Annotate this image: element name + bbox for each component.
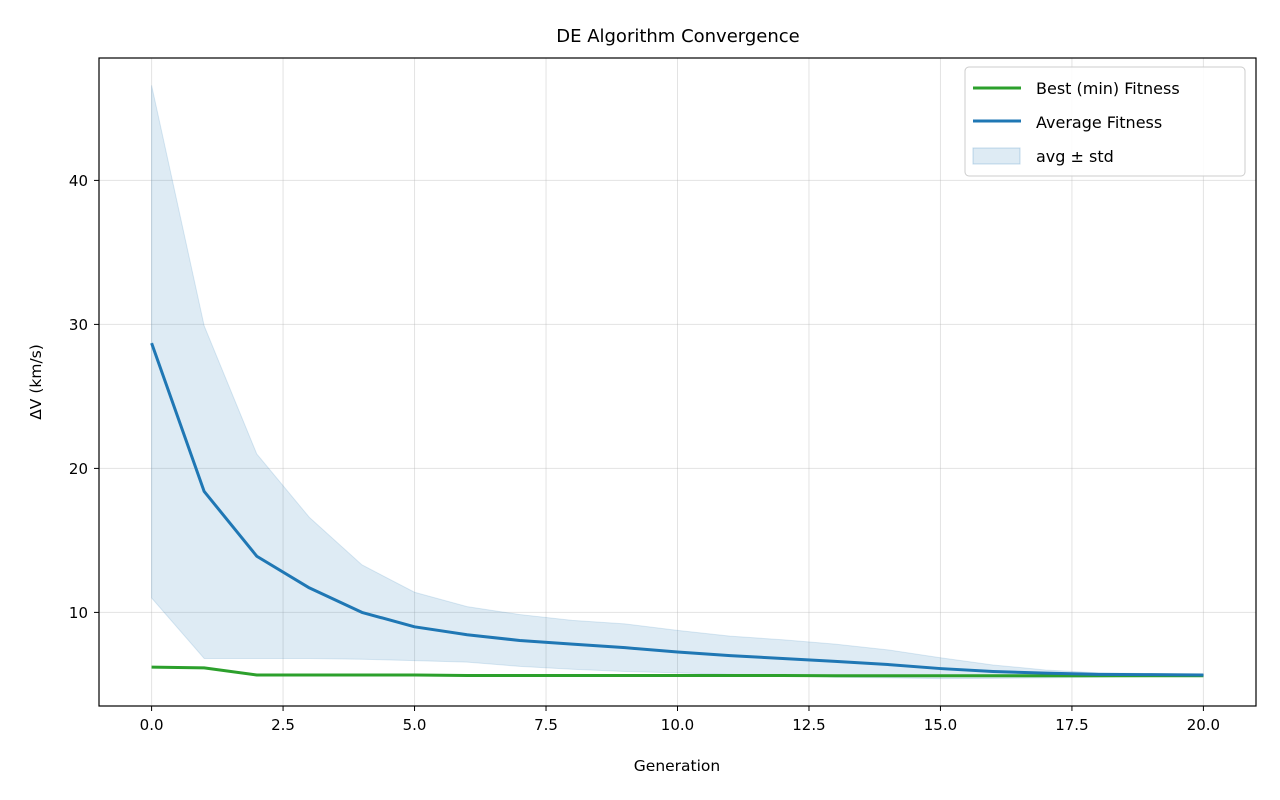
y-tick-label: 20 [69,460,88,478]
x-tick-label: 15.0 [924,716,957,734]
x-tick-label: 12.5 [792,716,825,734]
legend-swatch-std-band [972,147,1021,165]
average-fitness-line [150,342,1204,677]
legend-box [964,66,1246,177]
x-tick-label: 0.0 [140,716,164,734]
y-tick-label: 40 [69,172,88,190]
legend-label-std-band: avg ± std [1036,147,1114,166]
best-fitness-line [151,665,1204,678]
x-tick-label: 2.5 [271,716,295,734]
legend-label-average-fitness: Average Fitness [1036,113,1162,132]
x-tick-label: 5.0 [403,716,427,734]
axis-ticks: 0.0 2.5 5.0 7.5 10.0 12.5 15.0 17.5 20.0 10 20 30 40 [69,172,1220,734]
x-tick-label: 7.5 [534,716,558,734]
x-tick-label: 17.5 [1055,716,1088,734]
y-tick-label: 30 [69,316,88,334]
chart-title: DE Algorithm Convergence [556,26,800,47]
x-tick-label: 20.0 [1187,716,1220,734]
y-tick-label: 10 [69,604,88,622]
legend: Best (min) Fitness Average Fitness avg ±… [964,66,1246,177]
x-tick-label: 10.0 [661,716,694,734]
series-lines-layer [150,342,1204,678]
y-axis-label: ΔV (km/s) [27,344,45,420]
x-axis-label: Generation [634,757,720,775]
legend-label-best-fitness: Best (min) Fitness [1036,79,1180,98]
